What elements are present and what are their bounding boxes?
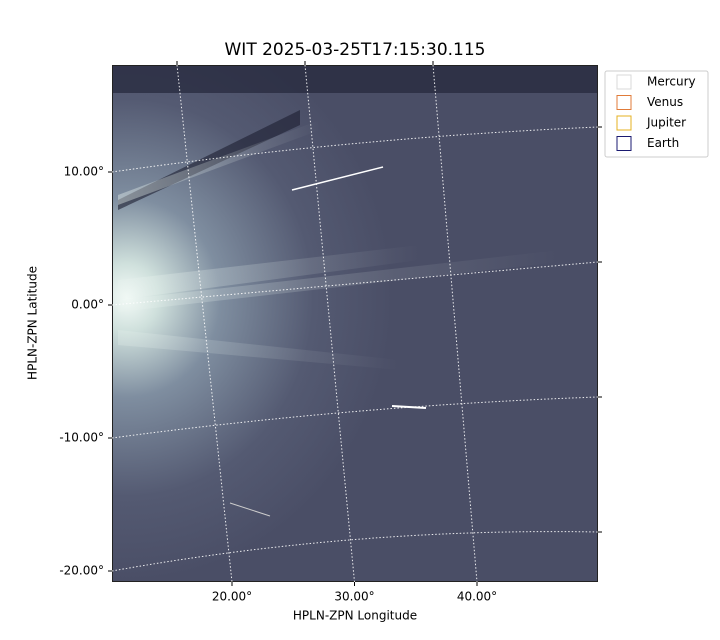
grid-line: [432, 65, 478, 582]
sky-image: [112, 65, 598, 582]
chart-title: WIT 2025-03-25T17:15:30.115: [225, 40, 486, 60]
grid-line: [112, 531, 598, 572]
legend-label: Jupiter: [646, 116, 686, 130]
y-tick-label: 0.00°: [71, 298, 104, 312]
legend-swatch: [616, 115, 632, 131]
grid-line: [112, 396, 598, 439]
y-tick-label: -10.00°: [59, 431, 104, 445]
x-tick-label: 20.00°: [212, 590, 252, 604]
grid-line: [112, 126, 598, 173]
legend-swatch: [616, 74, 632, 90]
grid-line: [112, 261, 598, 306]
y-tick-label: 10.00°: [64, 165, 104, 179]
grid-line: [176, 65, 233, 582]
legend-swatch: [616, 95, 632, 110]
legend-label: Earth: [647, 136, 679, 150]
x-axis-label: HPLN-ZPN Longitude: [293, 609, 417, 623]
legend-label: Venus: [647, 95, 683, 109]
legend-label: Mercury: [647, 75, 696, 89]
grid-line: [304, 65, 355, 582]
legend: [604, 70, 709, 158]
x-tick-label: 30.00°: [334, 590, 374, 604]
y-tick-label: -20.00°: [59, 564, 104, 578]
x-tick-label: 40.00°: [457, 590, 497, 604]
y-axis-label: HPLN-ZPN Latitude: [26, 266, 40, 380]
grid: [112, 65, 598, 582]
legend-swatch: [616, 136, 632, 151]
image-features: [112, 65, 598, 582]
